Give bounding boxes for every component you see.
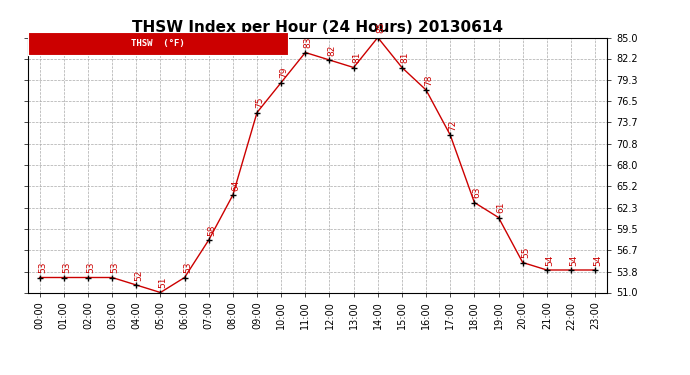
Title: THSW Index per Hour (24 Hours) 20130614: THSW Index per Hour (24 Hours) 20130614 (132, 20, 503, 35)
Text: 55: 55 (521, 247, 530, 258)
Text: 81: 81 (400, 52, 409, 63)
Text: 54: 54 (569, 255, 578, 266)
Text: 81: 81 (352, 52, 361, 63)
Text: 85: 85 (376, 22, 385, 33)
Text: 63: 63 (473, 187, 482, 198)
Text: 53: 53 (38, 262, 47, 273)
Text: Copyright 2013 Cartronics.com: Copyright 2013 Cartronics.com (33, 45, 175, 54)
Text: 52: 52 (135, 270, 144, 281)
Text: 54: 54 (593, 255, 602, 266)
Text: 58: 58 (207, 224, 216, 236)
Text: 53: 53 (183, 262, 192, 273)
Text: 54: 54 (545, 255, 554, 266)
Text: 82: 82 (328, 45, 337, 56)
Text: 79: 79 (279, 67, 288, 78)
Text: 53: 53 (62, 262, 71, 273)
Text: 53: 53 (110, 262, 119, 273)
Text: 72: 72 (448, 120, 457, 131)
Text: 83: 83 (304, 37, 313, 48)
Text: 64: 64 (231, 180, 240, 191)
Text: 78: 78 (424, 74, 433, 86)
Text: 75: 75 (255, 97, 264, 108)
Text: 51: 51 (159, 277, 168, 288)
Text: 53: 53 (86, 262, 95, 273)
Text: 61: 61 (497, 202, 506, 213)
